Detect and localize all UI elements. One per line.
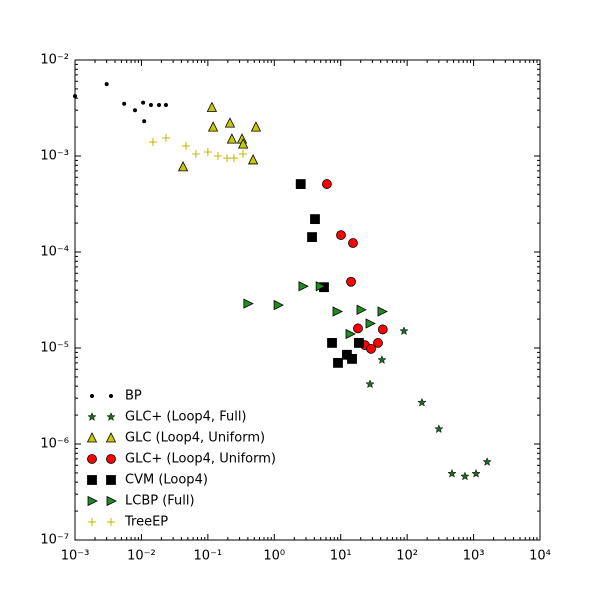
x-tick-label: 10⁻¹ bbox=[194, 549, 223, 564]
data-point bbox=[353, 323, 363, 334]
data-point bbox=[332, 306, 343, 317]
data-point bbox=[417, 397, 427, 407]
legend-label: GLC+ (Loop4, Full) bbox=[125, 410, 247, 425]
y-tick-label: 10⁻⁴ bbox=[40, 245, 69, 260]
data-point bbox=[366, 343, 376, 354]
data-point bbox=[142, 119, 147, 124]
data-point bbox=[348, 238, 358, 248]
data-point bbox=[346, 276, 356, 287]
data-point bbox=[247, 154, 259, 165]
data-point bbox=[122, 101, 127, 106]
data-point bbox=[182, 142, 191, 151]
data-point bbox=[148, 102, 153, 107]
y-tick-label: 10⁻⁶ bbox=[40, 437, 69, 452]
data-point bbox=[482, 457, 492, 466]
legend-marker bbox=[106, 454, 116, 464]
data-point bbox=[399, 326, 409, 336]
data-point bbox=[273, 299, 284, 311]
legend-label: GLC (Loop4, Uniform) bbox=[125, 431, 265, 446]
data-point bbox=[250, 121, 262, 132]
data-point bbox=[471, 468, 481, 478]
data-point bbox=[327, 338, 337, 348]
data-point bbox=[365, 379, 375, 389]
y-tick-label: 10⁻³ bbox=[40, 149, 69, 164]
data-point bbox=[104, 82, 109, 87]
data-point bbox=[163, 102, 168, 107]
legend-marker bbox=[106, 475, 116, 485]
data-point bbox=[447, 468, 457, 478]
data-point bbox=[310, 214, 320, 225]
data-point bbox=[161, 133, 170, 142]
data-point bbox=[141, 100, 146, 105]
data-point bbox=[322, 179, 332, 189]
data-point bbox=[229, 154, 238, 163]
data-point bbox=[434, 424, 444, 434]
legend-marker bbox=[107, 518, 115, 526]
data-point bbox=[356, 304, 367, 315]
x-tick-label: 10⁻² bbox=[127, 549, 156, 564]
data-point bbox=[377, 306, 388, 317]
data-point bbox=[460, 471, 470, 481]
data-point bbox=[132, 108, 137, 113]
x-tick-label: 10² bbox=[396, 549, 418, 564]
legend-marker bbox=[106, 495, 117, 507]
data-point bbox=[298, 281, 309, 292]
data-point bbox=[347, 353, 357, 364]
data-point bbox=[333, 357, 343, 368]
legend-marker bbox=[87, 495, 98, 507]
data-point bbox=[373, 338, 383, 348]
legend-marker bbox=[88, 518, 96, 526]
legend-label: LCBP (Full) bbox=[125, 494, 195, 509]
data-point bbox=[226, 133, 238, 144]
legend-label: TreeEP bbox=[124, 515, 168, 530]
data-point bbox=[365, 318, 376, 329]
data-point bbox=[157, 102, 162, 107]
data-point bbox=[354, 338, 364, 348]
data-point bbox=[336, 230, 346, 240]
data-point bbox=[206, 101, 218, 112]
data-point bbox=[377, 355, 387, 364]
x-tick-label: 10³ bbox=[463, 549, 485, 564]
data-point bbox=[377, 324, 388, 335]
data-point bbox=[295, 179, 306, 189]
data-point bbox=[177, 161, 189, 172]
data-point bbox=[238, 149, 247, 158]
data-point bbox=[238, 138, 249, 149]
data-point bbox=[191, 149, 200, 158]
data-point bbox=[203, 148, 212, 157]
data-point bbox=[73, 94, 77, 99]
legend-marker bbox=[105, 432, 117, 443]
legend-marker bbox=[90, 394, 94, 398]
legend-marker bbox=[87, 475, 97, 485]
data-point bbox=[307, 232, 317, 242]
legend-marker bbox=[87, 454, 97, 464]
y-tick-label: 10⁻² bbox=[40, 53, 69, 68]
legend-marker bbox=[106, 412, 116, 421]
y-tick-label: 10⁻⁵ bbox=[40, 341, 69, 356]
legend-label: GLC+ (Loop4, Uniform) bbox=[125, 452, 276, 467]
data-point bbox=[207, 121, 219, 132]
data-point bbox=[224, 117, 236, 128]
x-tick-label: 10⁰ bbox=[263, 549, 285, 564]
legend-marker bbox=[109, 394, 113, 398]
data-point bbox=[148, 137, 157, 146]
legend-label: CVM (Loop4) bbox=[125, 473, 208, 488]
y-tick-label: 10⁻⁷ bbox=[40, 533, 69, 548]
x-tick-label: 10⁻³ bbox=[61, 549, 90, 564]
x-tick-label: 10⁴ bbox=[529, 549, 551, 564]
data-point bbox=[213, 152, 222, 160]
legend-marker bbox=[86, 432, 98, 443]
x-tick-label: 10¹ bbox=[330, 549, 352, 564]
plot-frame bbox=[74, 59, 541, 541]
legend-label: BP bbox=[125, 389, 142, 404]
data-point bbox=[315, 281, 327, 292]
data-point bbox=[243, 298, 254, 309]
legend-marker bbox=[87, 412, 97, 421]
data-point bbox=[345, 328, 356, 340]
data-point bbox=[222, 154, 231, 163]
